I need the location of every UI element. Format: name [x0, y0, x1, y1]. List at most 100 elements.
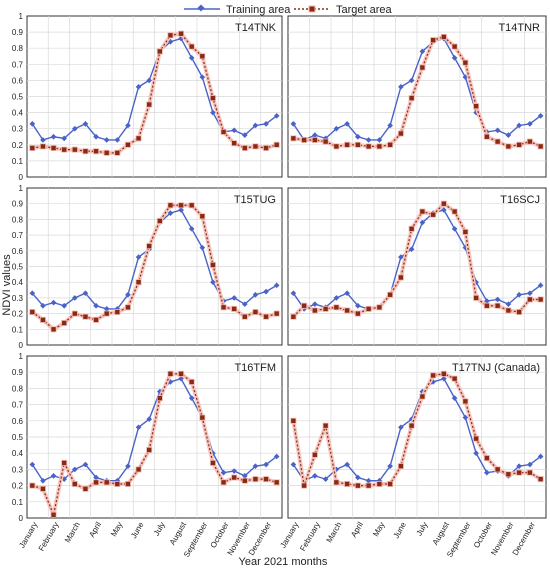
- panel-title: T14TNK: [235, 22, 277, 34]
- point-target: [419, 393, 426, 400]
- point-training: [494, 127, 501, 134]
- point-target: [451, 375, 458, 382]
- point-target: [146, 446, 153, 453]
- point-training: [210, 109, 216, 116]
- point-training: [135, 424, 142, 431]
- point-target: [290, 417, 297, 424]
- panels-container: 0 0.1 0.2 0.3 0.4 0.5 0.6 0.7 0.8 0.9 1 T14TNK T14TN…: [12, 12, 547, 559]
- point-target: [188, 202, 195, 209]
- point-training: [241, 301, 248, 308]
- point-target: [516, 141, 523, 148]
- point-target: [430, 211, 437, 218]
- point-training: [333, 295, 340, 301]
- point-target: [82, 148, 89, 155]
- point-training: [527, 121, 533, 127]
- point-target: [29, 309, 36, 316]
- point-target: [273, 310, 280, 317]
- point-target: [419, 208, 426, 215]
- point-training: [451, 395, 458, 401]
- point-target: [537, 476, 544, 483]
- point-target: [61, 146, 68, 153]
- y-tick-label: 0.4: [12, 278, 24, 287]
- y-tick-label: 0.6: [12, 247, 24, 256]
- point-target: [526, 296, 533, 303]
- x-tick-label: April: [87, 520, 103, 539]
- point-target: [252, 309, 259, 316]
- point-training: [376, 137, 383, 143]
- point-training: [344, 461, 350, 468]
- point-target: [82, 485, 89, 492]
- point-training: [344, 290, 350, 297]
- legend-item-target-area: Target area: [294, 4, 393, 16]
- point-target: [397, 130, 404, 137]
- point-target: [473, 435, 480, 442]
- point-training: [263, 288, 269, 295]
- point-training: [312, 473, 318, 479]
- point-target: [135, 466, 142, 473]
- point-training: [441, 375, 447, 382]
- point-target: [209, 459, 216, 466]
- point-target: [387, 480, 394, 487]
- point-target: [114, 149, 121, 156]
- point-target: [537, 296, 544, 303]
- point-training: [273, 282, 280, 289]
- x-tick-label: April: [349, 520, 365, 539]
- legend-label-target: Target area: [336, 4, 393, 16]
- point-target: [273, 479, 280, 486]
- point-training: [167, 210, 174, 216]
- point-training: [398, 84, 404, 90]
- point-training: [103, 137, 110, 143]
- point-training: [333, 125, 340, 132]
- point-target: [114, 309, 121, 316]
- point-target: [408, 422, 415, 429]
- point-target: [135, 135, 142, 142]
- x-tick-label: October: [209, 520, 231, 549]
- point-target: [231, 474, 238, 481]
- point-target: [473, 294, 480, 301]
- point-training: [93, 133, 99, 140]
- point-target: [263, 476, 270, 483]
- point-target: [50, 145, 57, 152]
- point-target: [124, 480, 131, 487]
- point-target: [430, 37, 437, 44]
- point-target: [505, 307, 512, 314]
- point-target: [178, 370, 185, 377]
- point-target: [50, 326, 57, 333]
- point-training: [527, 461, 533, 468]
- point-training: [505, 301, 512, 308]
- point-training: [210, 279, 216, 286]
- point-training: [252, 463, 259, 469]
- point-training: [312, 132, 318, 138]
- point-training: [516, 122, 522, 129]
- point-training: [355, 302, 361, 309]
- x-tick-label: June: [392, 520, 409, 540]
- point-target: [146, 243, 153, 250]
- y-tick-label: 0.9: [12, 28, 24, 37]
- point-target: [156, 48, 163, 55]
- point-target: [505, 471, 512, 478]
- y-tick-label: 0.8: [12, 215, 24, 224]
- y-tick-label: 0.2: [12, 141, 24, 150]
- y-tick-label: 1: [19, 352, 24, 361]
- point-target: [440, 33, 447, 40]
- point-training: [125, 291, 131, 298]
- point-training: [273, 112, 280, 119]
- x-tick-label: March: [325, 521, 344, 545]
- point-target: [365, 143, 372, 150]
- point-training: [241, 473, 248, 479]
- y-tick-label: 0.3: [12, 125, 24, 134]
- point-target: [199, 414, 206, 421]
- point-target: [526, 138, 533, 145]
- point-target: [505, 143, 512, 150]
- point-target: [322, 138, 329, 145]
- y-tick-label: 0.5: [12, 93, 24, 102]
- point-target: [462, 398, 469, 405]
- point-training: [494, 296, 501, 303]
- point-training: [516, 463, 522, 469]
- point-training: [82, 121, 89, 127]
- y-tick-label: 0.8: [12, 384, 24, 393]
- y-tick-label: 0.7: [12, 60, 24, 69]
- point-target: [39, 143, 46, 150]
- point-training: [146, 77, 153, 84]
- point-training: [441, 207, 447, 213]
